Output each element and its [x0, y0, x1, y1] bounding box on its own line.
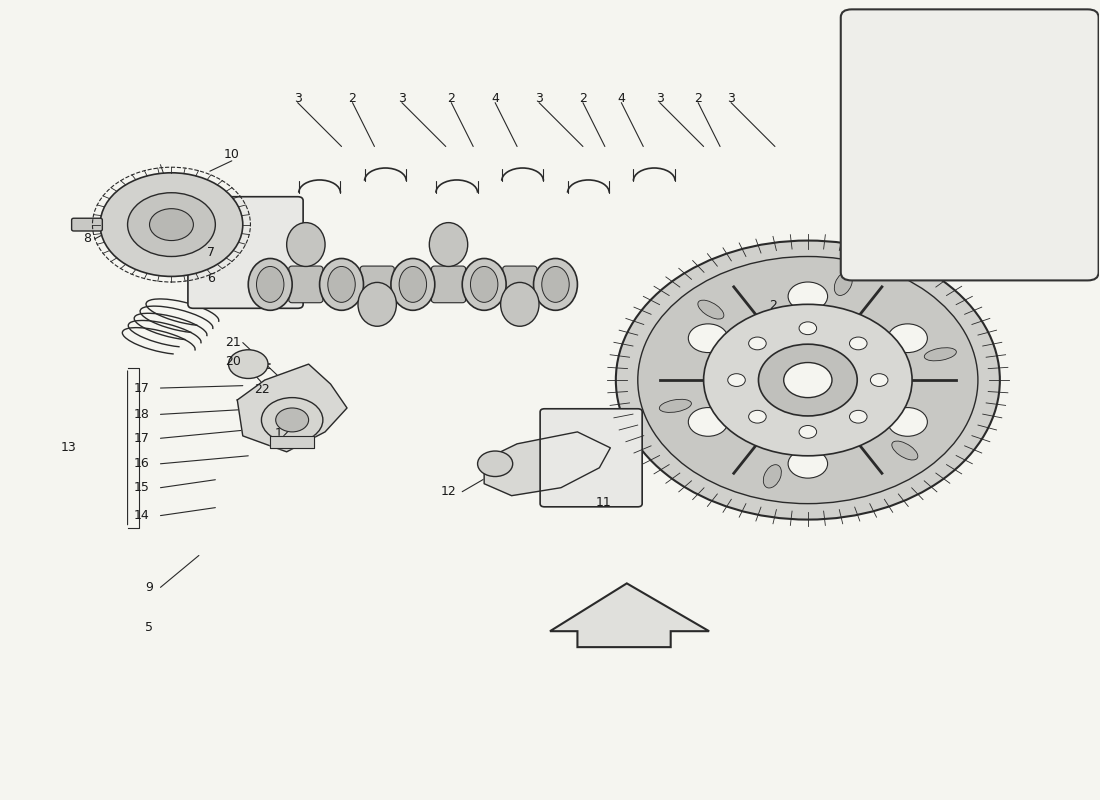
Ellipse shape — [256, 266, 284, 302]
Text: 22: 22 — [254, 383, 271, 396]
Circle shape — [276, 408, 309, 432]
Ellipse shape — [834, 272, 852, 295]
Text: 2: 2 — [694, 92, 702, 105]
Circle shape — [477, 451, 513, 477]
Text: 25: 25 — [971, 247, 984, 258]
Text: 24: 24 — [1036, 247, 1050, 258]
Ellipse shape — [542, 266, 569, 302]
Text: 3: 3 — [398, 92, 406, 105]
Circle shape — [849, 337, 867, 350]
Ellipse shape — [429, 222, 468, 266]
Circle shape — [689, 407, 728, 436]
Text: 4: 4 — [492, 92, 499, 105]
Text: 3: 3 — [727, 92, 735, 105]
Text: 6: 6 — [208, 271, 216, 285]
FancyBboxPatch shape — [503, 266, 537, 302]
Ellipse shape — [249, 258, 293, 310]
Polygon shape — [484, 432, 610, 496]
Ellipse shape — [358, 282, 396, 326]
Ellipse shape — [534, 258, 578, 310]
Ellipse shape — [399, 266, 427, 302]
Text: 11: 11 — [596, 495, 612, 509]
Text: 24: 24 — [889, 247, 903, 258]
Circle shape — [262, 398, 323, 442]
Circle shape — [704, 304, 912, 456]
FancyBboxPatch shape — [431, 266, 465, 302]
Ellipse shape — [390, 258, 435, 310]
Text: 2: 2 — [769, 299, 778, 313]
Ellipse shape — [763, 465, 781, 488]
Circle shape — [788, 282, 827, 310]
Text: 14: 14 — [134, 509, 150, 522]
Ellipse shape — [697, 300, 724, 319]
Text: 5: 5 — [145, 621, 153, 634]
Text: 4: 4 — [617, 92, 625, 105]
Circle shape — [749, 337, 767, 350]
Circle shape — [888, 407, 927, 436]
Text: 2: 2 — [448, 92, 455, 105]
Text: 8: 8 — [84, 233, 91, 246]
Text: 3: 3 — [535, 92, 543, 105]
Circle shape — [888, 324, 927, 353]
Text: 3: 3 — [294, 92, 301, 105]
Text: 20: 20 — [224, 355, 241, 368]
Ellipse shape — [500, 282, 539, 326]
Ellipse shape — [328, 266, 355, 302]
FancyBboxPatch shape — [540, 409, 642, 507]
Circle shape — [759, 344, 857, 416]
Circle shape — [150, 209, 194, 241]
Circle shape — [788, 450, 827, 478]
Polygon shape — [550, 583, 710, 647]
Ellipse shape — [924, 348, 956, 361]
Circle shape — [229, 350, 268, 378]
Polygon shape — [271, 436, 315, 448]
FancyBboxPatch shape — [360, 266, 394, 302]
Text: 4: 4 — [481, 262, 488, 275]
Circle shape — [749, 410, 767, 423]
Text: 23: 23 — [894, 68, 909, 78]
Circle shape — [799, 322, 816, 334]
Circle shape — [783, 362, 832, 398]
FancyBboxPatch shape — [289, 266, 323, 302]
Text: 12: 12 — [274, 427, 290, 440]
Text: 17: 17 — [133, 382, 150, 394]
Ellipse shape — [462, 258, 506, 310]
Text: 13: 13 — [60, 442, 76, 454]
Text: 10: 10 — [224, 148, 240, 161]
Text: 12: 12 — [441, 485, 456, 498]
FancyBboxPatch shape — [188, 197, 304, 308]
Text: 1: 1 — [802, 318, 811, 330]
Text: 2: 2 — [579, 92, 587, 105]
FancyBboxPatch shape — [840, 10, 1099, 281]
Circle shape — [870, 374, 888, 386]
Circle shape — [799, 426, 816, 438]
Circle shape — [616, 241, 1000, 519]
Text: 16: 16 — [134, 458, 150, 470]
Text: 9: 9 — [145, 581, 153, 594]
Text: 17: 17 — [133, 432, 150, 445]
Text: 3: 3 — [656, 92, 663, 105]
Text: 7: 7 — [207, 246, 216, 259]
Circle shape — [849, 410, 867, 423]
Ellipse shape — [471, 266, 498, 302]
Circle shape — [100, 173, 243, 277]
Text: 2: 2 — [349, 92, 356, 105]
FancyBboxPatch shape — [72, 218, 102, 231]
Circle shape — [728, 374, 746, 386]
Polygon shape — [238, 364, 346, 452]
Circle shape — [638, 257, 978, 504]
Ellipse shape — [659, 399, 692, 413]
Text: 18: 18 — [133, 408, 150, 421]
Text: 21: 21 — [224, 336, 241, 349]
Text: 15: 15 — [133, 481, 150, 494]
Ellipse shape — [320, 258, 363, 310]
Ellipse shape — [287, 222, 326, 266]
Circle shape — [689, 324, 728, 353]
Ellipse shape — [892, 441, 917, 460]
Circle shape — [128, 193, 216, 257]
